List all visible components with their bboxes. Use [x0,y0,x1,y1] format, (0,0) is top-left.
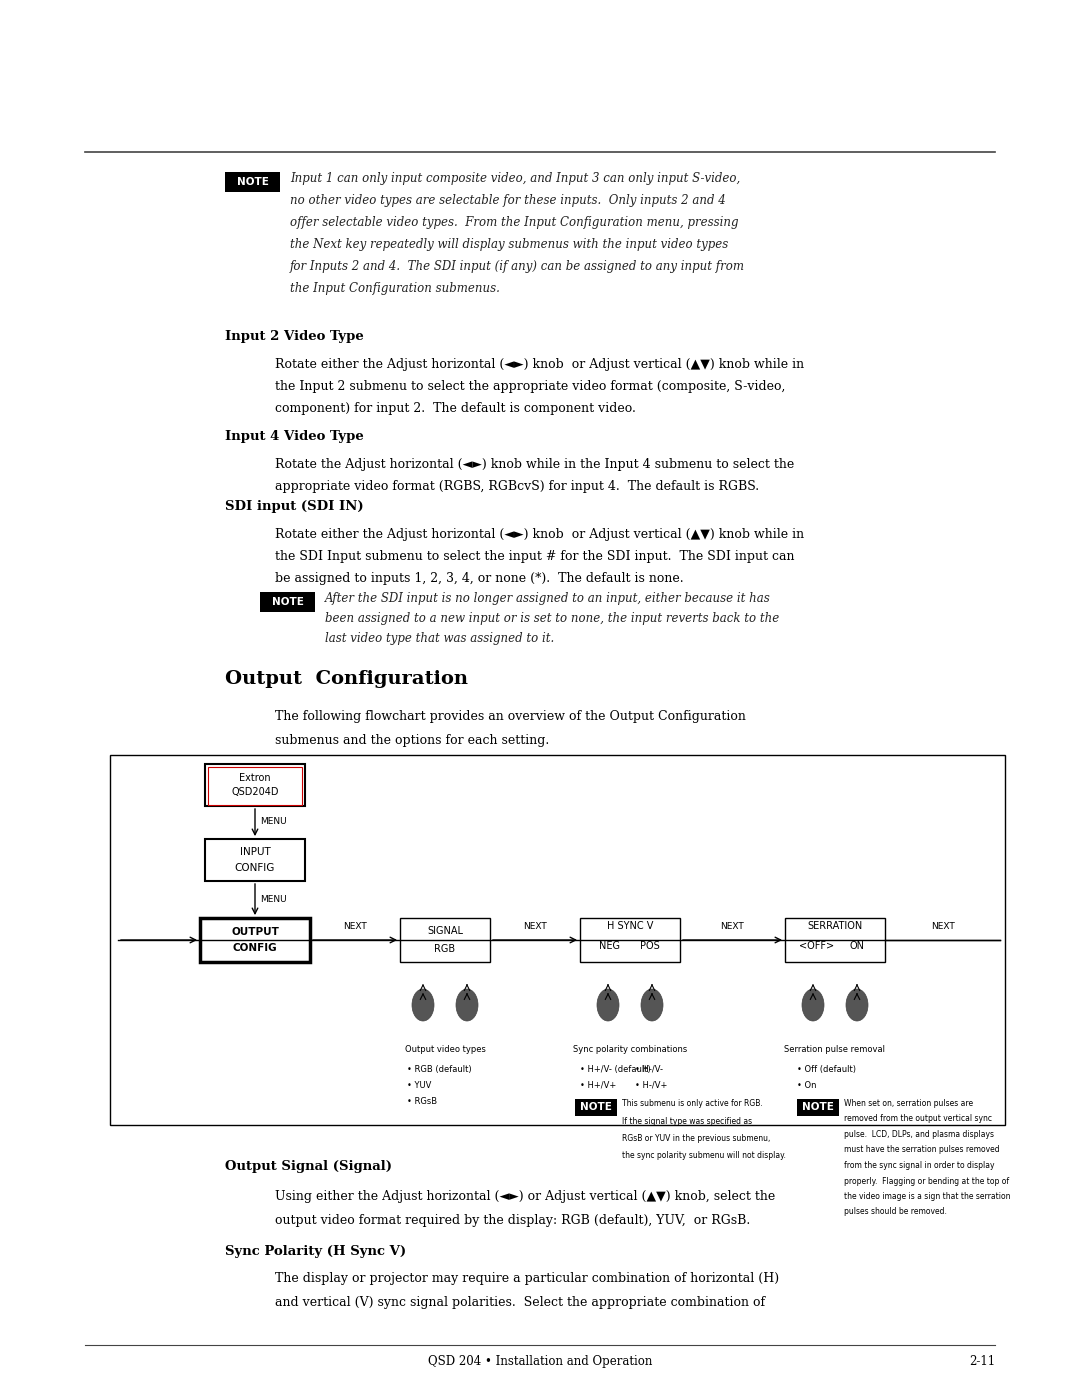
Text: NEXT: NEXT [523,922,546,930]
Text: NOTE: NOTE [802,1102,834,1112]
Text: removed from the output vertical sync: removed from the output vertical sync [843,1115,993,1123]
Text: • RGB (default): • RGB (default) [407,1065,472,1074]
Text: Sync Polarity (H Sync V): Sync Polarity (H Sync V) [225,1245,406,1259]
Text: submenus and the options for each setting.: submenus and the options for each settin… [275,733,550,747]
Text: RGsB or YUV in the previous submenu,: RGsB or YUV in the previous submenu, [622,1134,770,1143]
Text: <OFF>: <OFF> [799,942,835,951]
Text: CONFIG: CONFIG [232,943,278,953]
Text: pulses should be removed.: pulses should be removed. [843,1207,947,1217]
Text: from the sync signal in order to display: from the sync signal in order to display [843,1161,995,1171]
Text: QSD 204 • Installation and Operation: QSD 204 • Installation and Operation [428,1355,652,1368]
Text: component) for input 2.  The default is component video.: component) for input 2. The default is c… [275,402,636,415]
Text: the Input Configuration submenus.: the Input Configuration submenus. [291,282,500,295]
Bar [400,918,490,963]
Text: • H-/V+: • H-/V+ [635,1081,667,1090]
Ellipse shape [597,989,619,1021]
Text: last video type that was assigned to it.: last video type that was assigned to it. [325,631,554,645]
Text: • RGsB: • RGsB [407,1097,437,1106]
Text: Serration pulse removal: Serration pulse removal [784,1045,886,1053]
Text: NOTE: NOTE [237,177,269,187]
Text: This submenu is only active for RGB.: This submenu is only active for RGB. [622,1099,762,1108]
Text: no other video types are selectable for these inputs.  Only inputs 2 and 4: no other video types are selectable for … [291,194,726,207]
Ellipse shape [846,989,868,1021]
Text: INPUT: INPUT [240,847,270,856]
Bar [200,918,310,963]
Text: NEXT: NEXT [931,922,955,930]
Text: appropriate video format (RGBS, RGBcvS) for input 4.  The default is RGBS.: appropriate video format (RGBS, RGBcvS) … [275,481,759,493]
Text: Output video types: Output video types [405,1045,485,1053]
Text: MENU: MENU [260,817,286,827]
Text: RGB: RGB [434,944,456,954]
Text: Input 4 Video Type: Input 4 Video Type [225,430,364,443]
Text: After the SDI input is no longer assigned to an input, either because it has: After the SDI input is no longer assigne… [325,592,771,605]
Bar [785,918,885,963]
Text: POS: POS [640,942,660,951]
Text: the video image is a sign that the serration: the video image is a sign that the serra… [843,1192,1011,1201]
Ellipse shape [642,989,663,1021]
Text: • YUV: • YUV [407,1081,431,1090]
Text: CONFIG: CONFIG [234,863,275,873]
Text: and vertical (V) sync signal polarities.  Select the appropriate combination of: and vertical (V) sync signal polarities.… [275,1296,765,1309]
Text: If the signal type was specified as: If the signal type was specified as [622,1116,752,1126]
Text: NEXT: NEXT [720,922,744,930]
Text: Output Signal (Signal): Output Signal (Signal) [225,1160,392,1173]
Text: NOTE: NOTE [580,1102,612,1112]
Text: Rotate either the Adjust horizontal (◄►) knob  or Adjust vertical (▲▼) knob whil: Rotate either the Adjust horizontal (◄►)… [275,528,805,541]
Text: Input 1 can only input composite video, and Input 3 can only input S-video,: Input 1 can only input composite video, … [291,172,740,184]
Text: be assigned to inputs 1, 2, 3, 4, or none (*).  The default is none.: be assigned to inputs 1, 2, 3, 4, or non… [275,571,684,585]
Text: the Next key repeatedly will display submenus with the input video types: the Next key repeatedly will display sub… [291,237,728,251]
Bar [260,592,315,612]
Text: Rotate the Adjust horizontal (◄►) knob while in the Input 4 submenu to select th: Rotate the Adjust horizontal (◄►) knob w… [275,458,794,471]
Text: the SDI Input submenu to select the input # for the SDI input.  The SDI input ca: the SDI Input submenu to select the inpu… [275,550,795,563]
Text: output video format required by the display: RGB (default), YUV,  or RGsB.: output video format required by the disp… [275,1214,751,1227]
Text: must have the serration pulses removed: must have the serration pulses removed [843,1146,1000,1154]
Text: Input 2 Video Type: Input 2 Video Type [225,330,364,344]
Bar [580,918,680,963]
Bar [225,172,280,191]
Text: The display or projector may require a particular combination of horizontal (H): The display or projector may require a p… [275,1273,779,1285]
Text: QSD204D: QSD204D [231,787,279,798]
Text: • H-/V-: • H-/V- [635,1065,663,1074]
Text: • Off (default): • Off (default) [797,1065,856,1074]
Text: NOTE: NOTE [271,597,303,608]
Ellipse shape [802,989,824,1021]
Bar [110,754,1005,1125]
Text: for Inputs 2 and 4.  The SDI input (if any) can be assigned to any input from: for Inputs 2 and 4. The SDI input (if an… [291,260,745,272]
Text: Rotate either the Adjust horizontal (◄►) knob  or Adjust vertical (▲▼) knob whil: Rotate either the Adjust horizontal (◄►)… [275,358,805,372]
Text: When set on, serration pulses are: When set on, serration pulses are [843,1099,973,1108]
Text: SIGNAL: SIGNAL [427,926,463,936]
Text: NEG: NEG [599,942,621,951]
Text: The following flowchart provides an overview of the Output Configuration: The following flowchart provides an over… [275,710,746,724]
Text: SERRATION: SERRATION [808,921,863,930]
Bar [575,1099,617,1116]
Text: NEXT: NEXT [343,922,367,930]
Text: offer selectable video types.  From the Input Configuration menu, pressing: offer selectable video types. From the I… [291,217,739,229]
Text: • H+/V- (default): • H+/V- (default) [580,1065,651,1074]
Text: Extron: Extron [239,773,271,782]
Text: H SYNC V: H SYNC V [607,921,653,930]
Text: • H+/V+: • H+/V+ [580,1081,617,1090]
Ellipse shape [411,989,434,1021]
Bar [205,840,305,882]
Bar [208,767,302,805]
Text: MENU: MENU [260,894,286,904]
Text: SDI input (SDI IN): SDI input (SDI IN) [225,500,364,513]
Text: been assigned to a new input or is set to none, the input reverts back to the: been assigned to a new input or is set t… [325,612,780,624]
Ellipse shape [456,989,478,1021]
Text: pulse.  LCD, DLPs, and plasma displays: pulse. LCD, DLPs, and plasma displays [843,1130,994,1139]
Text: • On: • On [797,1081,816,1090]
Bar [797,1099,839,1116]
Text: Sync polarity combinations: Sync polarity combinations [572,1045,687,1053]
Text: Output  Configuration: Output Configuration [225,671,468,687]
Text: the Input 2 submenu to select the appropriate video format (composite, S-video,: the Input 2 submenu to select the approp… [275,380,785,393]
Text: the sync polarity submenu will not display.: the sync polarity submenu will not displ… [622,1151,786,1161]
Text: 2-11: 2-11 [969,1355,995,1368]
Text: properly.  Flagging or bending at the top of: properly. Flagging or bending at the top… [843,1176,1009,1186]
Text: ON: ON [850,942,864,951]
Text: Using either the Adjust horizontal (◄►) or Adjust vertical (▲▼) knob, select the: Using either the Adjust horizontal (◄►) … [275,1190,775,1203]
Bar [205,764,305,806]
Text: OUTPUT: OUTPUT [231,928,279,937]
